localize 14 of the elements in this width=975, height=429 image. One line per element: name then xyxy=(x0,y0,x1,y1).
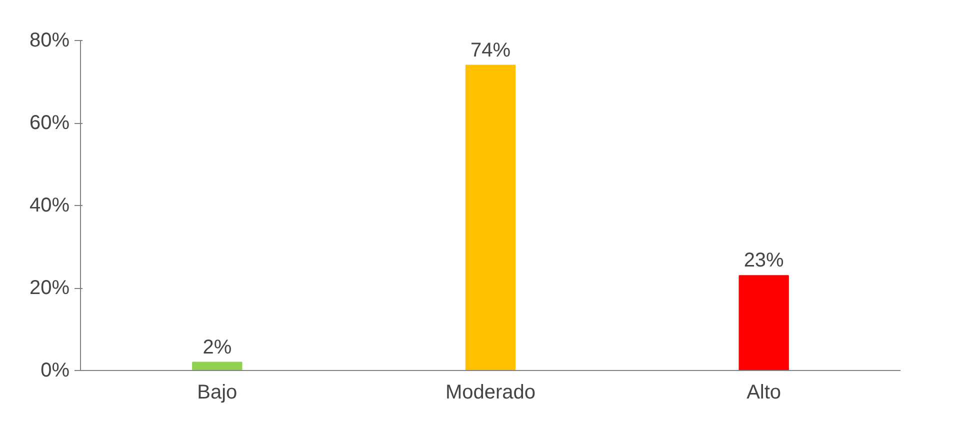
data-label: 74% xyxy=(470,39,511,62)
y-tick-label: 0% xyxy=(40,360,70,382)
bar xyxy=(192,362,242,370)
x-tick-label: Moderado xyxy=(445,382,536,404)
y-tick-label: 60% xyxy=(29,112,70,134)
y-tick-label: 20% xyxy=(29,277,70,299)
bar xyxy=(738,275,789,370)
bar xyxy=(465,64,516,370)
data-label: 23% xyxy=(744,250,784,272)
y-tick-label: 80% xyxy=(29,30,70,52)
x-tick-label: Alto xyxy=(746,382,782,404)
y-tick-label: 40% xyxy=(29,194,70,216)
data-label: 2% xyxy=(202,336,232,358)
x-tick-label: Bajo xyxy=(197,382,238,404)
